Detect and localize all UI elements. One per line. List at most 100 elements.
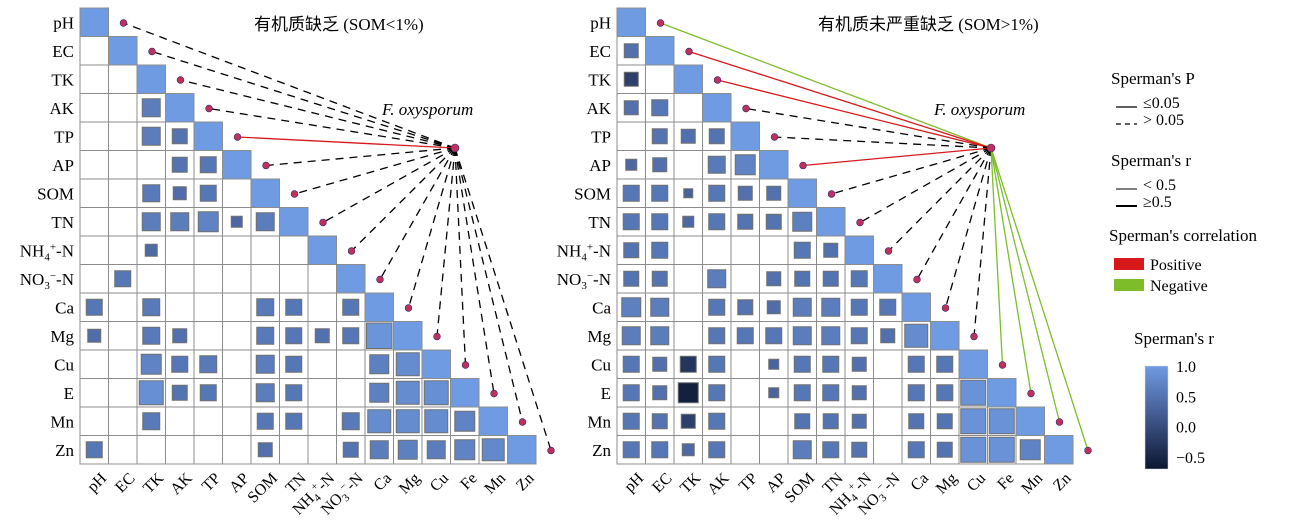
correlation-square: [621, 297, 642, 318]
correlation-square: [737, 185, 753, 201]
row-label: TP: [54, 127, 74, 146]
correlation-square: [255, 383, 275, 403]
correlation-square: [850, 270, 868, 288]
correlation-square: [680, 128, 696, 144]
mantel-line-Zn: [990, 147, 1089, 451]
grid-cell: [108, 435, 138, 465]
correlation-square: [651, 213, 669, 231]
correlation-square: [141, 212, 161, 232]
grid-cell: [730, 435, 760, 465]
column-label: EC: [649, 470, 675, 496]
correlation-square: [454, 410, 476, 432]
grid-cell: [222, 178, 252, 208]
diagonal-cell: [279, 207, 309, 237]
diagonal-cell: [250, 178, 280, 208]
grid-cell: [673, 264, 703, 294]
correlation-square: [622, 384, 640, 402]
diagonal-cell: [1015, 406, 1045, 436]
grid-cell: [279, 435, 309, 465]
row-label: AK: [49, 99, 74, 118]
grid-cell: [165, 292, 195, 322]
row-label: E: [64, 384, 74, 403]
column-label: pH: [621, 470, 647, 496]
diagonal-cell: [787, 178, 817, 208]
column-label: Mg: [933, 470, 961, 498]
diagonal-cell: [987, 378, 1017, 408]
column-label: TP: [736, 470, 761, 495]
row-label: Ca: [55, 298, 74, 317]
diagonal-cell: [307, 235, 337, 265]
target-label: F. oxysporum: [933, 100, 1025, 119]
correlation-square: [823, 242, 839, 258]
target-label: F. oxysporum: [381, 100, 473, 119]
mantel-node-Zn: [547, 446, 555, 455]
row-label: TP: [591, 127, 611, 146]
correlation-square: [257, 442, 273, 458]
legend-negative-swatch: [1114, 279, 1144, 291]
target-node: [986, 143, 996, 153]
correlation-square: [792, 297, 812, 317]
correlation-square: [342, 327, 360, 345]
diagonal-cell: [193, 121, 223, 151]
correlation-square: [256, 412, 274, 430]
diagonal-cell: [1044, 435, 1074, 465]
row-label: NH4+-N: [20, 241, 74, 263]
correlation-square: [426, 440, 446, 460]
row-label: EC: [589, 42, 611, 61]
correlation-square: [794, 413, 811, 430]
row-label: Ca: [592, 298, 611, 317]
correlation-square: [936, 384, 954, 402]
correlation-square: [87, 328, 102, 343]
column-label: EC: [112, 470, 138, 496]
column-label: NH4+-N: [825, 468, 877, 520]
scale-tick-label: 0.5: [1176, 389, 1196, 406]
correlation-square: [707, 155, 726, 174]
correlation-square: [683, 188, 694, 199]
row-label: pH: [590, 13, 611, 32]
grid-cell: [193, 264, 223, 294]
grid-cell: [730, 349, 760, 379]
correlation-square: [285, 384, 303, 402]
correlation-square: [822, 384, 840, 402]
correlation-square: [822, 270, 839, 287]
mantel-node-AP: [262, 161, 270, 170]
correlation-square: [144, 243, 158, 257]
mantel-node-Zn: [1084, 446, 1092, 455]
mantel-node-TK: [713, 76, 722, 84]
correlation-square: [680, 413, 696, 429]
diagonal-cell: [136, 64, 166, 94]
correlation-square: [395, 380, 420, 405]
grid-cell: [79, 93, 109, 123]
mantel-node-Fe: [490, 389, 498, 398]
grid-cell: [108, 93, 138, 123]
correlation-square: [988, 436, 1015, 463]
correlation-square: [651, 99, 669, 117]
mantel-node-Mg: [433, 332, 441, 341]
column-label: SOM: [245, 470, 282, 507]
mantel-node-TN: [319, 218, 327, 227]
correlation-square: [395, 409, 420, 434]
mantel-node-AK: [205, 104, 213, 113]
grid-cell: [79, 121, 109, 151]
correlation-square: [622, 213, 640, 231]
grid-cell: [307, 435, 337, 465]
grid-cell: [250, 235, 280, 265]
correlation-square: [936, 441, 953, 458]
diagonal-cell: [79, 7, 109, 37]
correlation-square: [768, 358, 780, 370]
grid-cell: [136, 264, 166, 294]
grid-cell: [759, 235, 789, 265]
correlation-square: [907, 355, 925, 373]
correlation-grid: [79, 7, 537, 465]
correlation-square: [342, 441, 359, 458]
column-label: Ca: [908, 470, 933, 495]
correlation-square: [652, 157, 668, 173]
row-label: TN: [51, 213, 74, 232]
grid-cell: [108, 178, 138, 208]
column-label: TK: [677, 470, 704, 497]
column-label: Ca: [371, 470, 396, 495]
row-label: Cu: [591, 355, 611, 374]
correlation-square: [766, 300, 781, 315]
mantel-node-EC: [685, 47, 693, 56]
